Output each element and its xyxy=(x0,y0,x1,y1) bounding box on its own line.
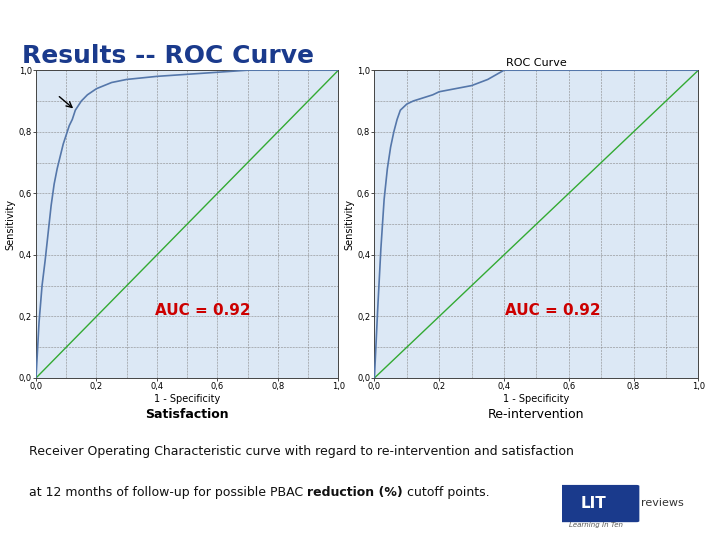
Text: Satisfaction: Satisfaction xyxy=(145,408,229,421)
Text: AUC = 0.92: AUC = 0.92 xyxy=(155,303,250,318)
Text: Results -- ROC Curve: Results -- ROC Curve xyxy=(22,44,314,68)
FancyBboxPatch shape xyxy=(559,485,639,522)
Text: Learning In Ten: Learning In Ten xyxy=(569,522,623,528)
X-axis label: 1 - Specificity: 1 - Specificity xyxy=(503,394,570,404)
Text: AUC = 0.92: AUC = 0.92 xyxy=(505,303,600,318)
Text: at 12 months of follow-up for possible PBAC: at 12 months of follow-up for possible P… xyxy=(29,486,307,499)
Text: 22: 22 xyxy=(692,10,709,23)
Y-axis label: Sensitivity: Sensitivity xyxy=(6,199,16,249)
Text: Receiver Operating Characteristic curve with regard to re-intervention and satis: Receiver Operating Characteristic curve … xyxy=(29,446,574,458)
X-axis label: 1 - Specificity: 1 - Specificity xyxy=(154,394,220,404)
Y-axis label: Sensitivity: Sensitivity xyxy=(344,199,354,249)
Text: Re-intervention: Re-intervention xyxy=(488,408,585,421)
Text: cutoff points.: cutoff points. xyxy=(402,486,490,499)
Text: LIT: LIT xyxy=(580,496,606,511)
Text: reduction (%): reduction (%) xyxy=(307,486,402,499)
Title: ROC Curve: ROC Curve xyxy=(506,58,567,68)
Text: reviews: reviews xyxy=(641,498,683,508)
